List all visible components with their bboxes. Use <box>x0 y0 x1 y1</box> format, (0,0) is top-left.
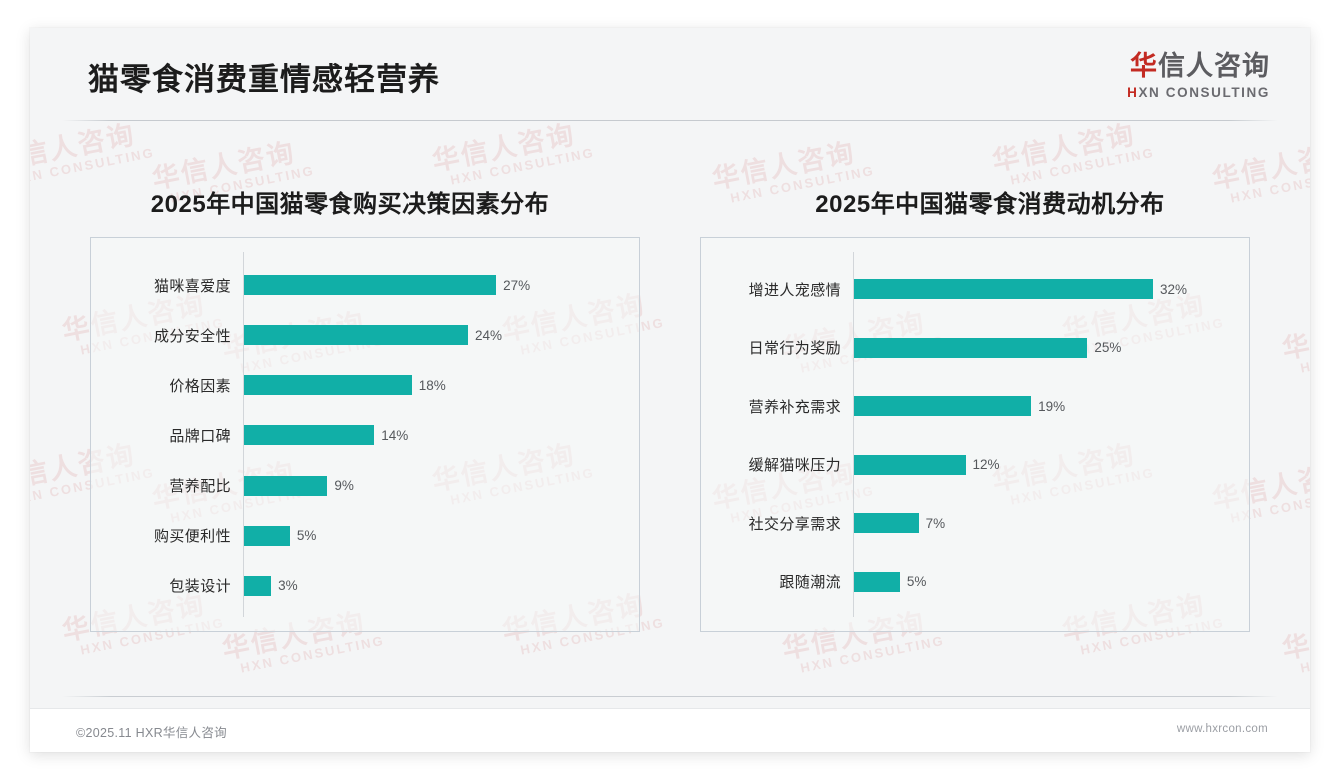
bar-value-label: 14% <box>381 427 409 443</box>
page-title: 猫零食消费重情感轻营养 <box>88 62 440 97</box>
bar-track: 9% <box>243 475 623 496</box>
logo-chinese-text: 华信人咨询 <box>1127 51 1270 82</box>
slide-footer: ©2025.11 HXR华信人咨询 www.hxrcon.com <box>30 708 1310 752</box>
bar-track: 5% <box>853 571 1233 592</box>
bar <box>243 425 375 446</box>
bar-category-label: 价格因素 <box>169 377 231 395</box>
bar-row: 价格因素 18% <box>91 365 623 405</box>
slide-header: 猫零食消费重情感轻营养 华信人咨询 HXN CONSULTING <box>30 28 1310 120</box>
bar <box>853 396 1032 417</box>
bar-track: 19% <box>853 396 1233 417</box>
chart-frame-left: 猫咪喜爱度 27% 成分安全性 24% 价格因素 18% 品牌口碑 14% 营养配比 9% 购买便利… <box>90 237 640 632</box>
bar-category-label: 购买便利性 <box>153 528 231 546</box>
bar-category-label: 增进人宠感情 <box>748 281 841 299</box>
bar-track: 25% <box>853 337 1233 358</box>
bar-value-label: 18% <box>418 377 446 393</box>
bar-track: 3% <box>243 575 623 596</box>
bar <box>243 375 412 396</box>
bar-category-label: 成分安全性 <box>153 327 231 345</box>
bar-track: 7% <box>853 513 1233 534</box>
bar-plot-left: 猫咪喜爱度 27% 成分安全性 24% 价格因素 18% 品牌口碑 14% 营养配比 9% 购买便利… <box>91 238 639 631</box>
chart-title-right: 2025年中国猫零食消费动机分布 <box>815 191 1165 218</box>
bar-row: 社交分享需求 7% <box>701 503 1233 543</box>
bar-value-label: 7% <box>925 515 946 531</box>
bar-track: 27% <box>243 275 623 296</box>
bar-row: 跟随潮流 5% <box>701 562 1233 602</box>
bar <box>243 525 290 546</box>
bar-row: 品牌口碑 14% <box>91 415 623 455</box>
bar-category-label: 猫咪喜爱度 <box>153 277 231 295</box>
bar-row: 营养补充需求 19% <box>701 386 1233 426</box>
footnote-divider <box>62 696 1278 697</box>
bar <box>243 325 468 346</box>
bar-row: 猫咪喜爱度 27% <box>91 265 623 305</box>
bar <box>853 571 900 592</box>
chart-title-left: 2025年中国猫零食购买决策因素分布 <box>150 191 550 218</box>
bar-value-label: 19% <box>1038 398 1066 414</box>
bar-category-label: 日常行为奖励 <box>748 340 841 358</box>
chart-frame-right: 增进人宠感情 32% 日常行为奖励 25% 营养补充需求 19% 缓解猫咪压力 12% 社交分享… <box>700 237 1250 632</box>
bar-track: 24% <box>243 325 623 346</box>
bar-row: 缓解猫咪压力 12% <box>701 445 1233 485</box>
bar-track: 14% <box>243 425 623 446</box>
bar <box>243 275 497 296</box>
bar <box>243 575 272 596</box>
bar-row: 增进人宠感情 32% <box>701 269 1233 309</box>
bar-value-label: 3% <box>278 578 298 594</box>
bar <box>853 279 1153 300</box>
logo-english-text: HXN CONSULTING <box>1127 85 1270 100</box>
bar <box>243 475 328 496</box>
bar-value-label: 32% <box>1160 281 1188 297</box>
logo-char-hua: 华 <box>1130 51 1158 81</box>
bar-category-label: 品牌口碑 <box>169 427 231 445</box>
bar-row: 日常行为奖励 25% <box>701 328 1233 368</box>
bar-value-label: 5% <box>906 574 927 590</box>
header-divider <box>62 120 1278 121</box>
bar-value-label: 5% <box>296 528 317 544</box>
bar-row: 成分安全性 24% <box>91 315 623 355</box>
bar <box>853 513 919 534</box>
logo-en-rest: XN CONSULTING <box>1138 85 1270 101</box>
bar <box>853 454 966 475</box>
bar-value-label: 25% <box>1094 340 1122 356</box>
bar-value-label: 12% <box>972 457 1000 473</box>
bar-plot-right: 增进人宠感情 32% 日常行为奖励 25% 营养补充需求 19% 缓解猫咪压力 12% 社交分享… <box>701 238 1249 631</box>
bar-category-label: 跟随潮流 <box>779 574 841 592</box>
bar-track: 18% <box>243 375 623 396</box>
bar-row: 营养配比 9% <box>91 466 623 506</box>
bar-category-label: 营养配比 <box>169 478 231 496</box>
bar <box>853 337 1088 358</box>
brand-logo: 华信人咨询 HXN CONSULTING <box>1127 51 1270 100</box>
bar-value-label: 24% <box>475 327 503 343</box>
copyright-text: ©2025.11 HXR华信人咨询 <box>76 726 227 740</box>
bar-track: 5% <box>243 525 623 546</box>
bar-row: 购买便利性 5% <box>91 516 623 556</box>
bar-category-label: 社交分享需求 <box>748 515 841 533</box>
bar-track: 12% <box>853 454 1233 475</box>
bar-category-label: 包装设计 <box>169 578 231 596</box>
slide-card: 华信人咨询 HXN CONSULTING 华信人咨询 HXN CONSULTING 华信… <box>30 28 1310 752</box>
bar-value-label: 27% <box>503 277 531 293</box>
bar-track: 32% <box>853 279 1233 300</box>
y-axis-line-right <box>853 252 854 617</box>
y-axis-line-left <box>243 252 244 617</box>
bar-row: 包装设计 3% <box>91 566 623 606</box>
bar-category-label: 缓解猫咪压力 <box>748 457 841 475</box>
chart-panel-left: 2025年中国猫零食购买决策因素分布 猫咪喜爱度 27% 成分安全性 24% 价格因素 1… <box>30 120 670 680</box>
bar-value-label: 9% <box>334 478 354 494</box>
website-link[interactable]: www.hxrcon.com <box>1176 723 1268 735</box>
bar-category-label: 营养补充需求 <box>748 398 841 416</box>
logo-en-initial: H <box>1127 85 1139 101</box>
chart-panel-right: 2025年中国猫零食消费动机分布 增进人宠感情 32% 日常行为奖励 25% 营养补充需… <box>670 120 1310 680</box>
logo-chars-rest: 信人咨询 <box>1158 51 1270 81</box>
charts-area: 2025年中国猫零食购买决策因素分布 猫咪喜爱度 27% 成分安全性 24% 价格因素 1… <box>30 120 1310 680</box>
